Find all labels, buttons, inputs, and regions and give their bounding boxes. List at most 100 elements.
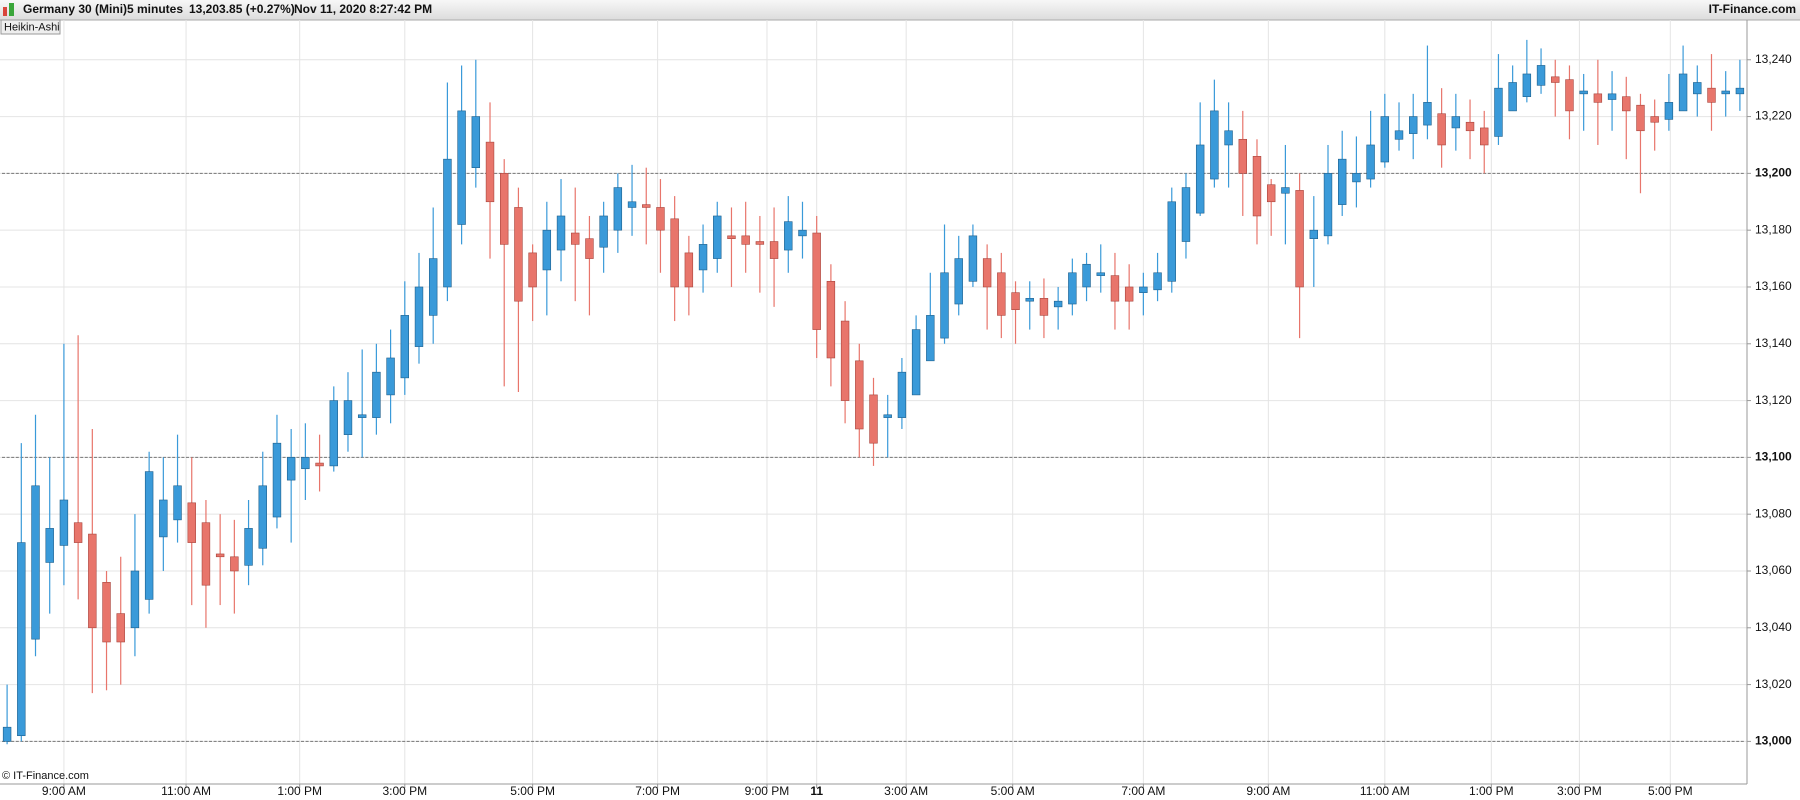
- logo-icon: [3, 3, 14, 16]
- x-tick-label: 9:00 PM: [745, 784, 790, 798]
- header-bar: [0, 0, 1800, 20]
- candle-body: [1139, 286, 1148, 293]
- candle-body: [443, 158, 452, 288]
- y-tick-label: 13,040: [1755, 620, 1792, 634]
- candle-body: [585, 238, 594, 259]
- x-tick-label: 7:00 PM: [635, 784, 680, 798]
- candle-body: [684, 252, 694, 288]
- candle-body: [386, 357, 395, 396]
- candle-body: [1266, 184, 1276, 203]
- y-tick-label: 13,180: [1755, 222, 1792, 236]
- candle-body: [1394, 130, 1404, 140]
- y-tick-label: 13,240: [1755, 52, 1792, 66]
- candle-body: [215, 553, 225, 558]
- candle-body: [471, 116, 481, 168]
- candle-body: [997, 272, 1006, 316]
- x-tick-label: 1:00 PM: [277, 784, 322, 798]
- timestamp: Nov 11, 2020 8:27:42 PM: [294, 2, 432, 16]
- candle-body: [1011, 292, 1020, 310]
- candle-body: [613, 187, 623, 231]
- candle-body: [968, 235, 978, 282]
- candle-body: [2, 726, 12, 742]
- candle-body: [45, 528, 54, 563]
- candle-body: [1423, 102, 1432, 126]
- candle-body: [1181, 187, 1191, 242]
- candle-body: [1082, 263, 1091, 288]
- y-tick-label: 13,120: [1755, 393, 1792, 407]
- y-tick-label: 13,160: [1755, 279, 1792, 293]
- candle-body: [1536, 65, 1546, 86]
- x-tick-label: 5:00 AM: [991, 784, 1035, 798]
- candle-body: [528, 252, 537, 288]
- chart-label-box: [0, 19, 61, 35]
- x-tick-label: 9:00 AM: [42, 784, 86, 798]
- candle-body: [1309, 229, 1319, 239]
- candle-body: [17, 542, 26, 737]
- candle-body: [1195, 144, 1205, 214]
- candle-body: [883, 414, 892, 418]
- x-tick-label: 11: [810, 784, 823, 798]
- candle-body: [1409, 116, 1418, 134]
- candle-body: [1053, 300, 1063, 308]
- candle-body: [940, 272, 949, 339]
- y-tick-label: 13,020: [1755, 677, 1792, 691]
- candle-body: [357, 414, 367, 418]
- candle-body: [315, 462, 324, 467]
- candle-body: [1607, 93, 1617, 100]
- candle-body: [954, 258, 963, 305]
- candle-body: [1295, 190, 1304, 288]
- candle-body: [1650, 116, 1659, 123]
- footer: © IT-Finance.com: [2, 770, 89, 782]
- candle-body: [769, 241, 779, 259]
- candle-body: [31, 485, 40, 640]
- candle-body: [1565, 79, 1574, 112]
- candle-body: [1593, 93, 1603, 103]
- candle-body: [727, 235, 736, 239]
- x-tick-label: 11:00 AM: [1360, 784, 1410, 798]
- candle-body: [1551, 76, 1560, 83]
- x-tick-label: 1:00 PM: [1469, 784, 1514, 798]
- candle-body: [343, 400, 353, 435]
- candle-body: [1124, 286, 1134, 302]
- candle-body: [500, 173, 509, 245]
- candle-body: [826, 280, 836, 359]
- x-tick-label: 9:00 AM: [1246, 784, 1290, 798]
- candle-body: [1025, 298, 1034, 302]
- candle-body: [1508, 82, 1517, 112]
- candle-body: [571, 232, 580, 245]
- candle-body: [1096, 272, 1105, 276]
- candle-body: [1281, 187, 1290, 194]
- candle-body: [1735, 87, 1745, 95]
- candle-body: [286, 457, 296, 481]
- candle-body: [1678, 73, 1688, 112]
- chart-label: Heikin-Ashi: [4, 21, 60, 33]
- candle-body: [1707, 87, 1716, 103]
- y-tick-label: 13,200: [1755, 166, 1792, 180]
- candle-body: [59, 499, 69, 546]
- candle-body: [670, 218, 679, 288]
- candle-body: [1338, 158, 1347, 205]
- candle-body: [1721, 90, 1730, 95]
- interval: 5 minutes: [127, 2, 183, 16]
- candle-body: [1522, 73, 1532, 97]
- candle-body: [1068, 272, 1077, 305]
- x-tick-label: 7:00 AM: [1121, 784, 1165, 798]
- candle-body: [230, 556, 239, 572]
- candle-body: [116, 613, 125, 643]
- candle-body: [187, 502, 196, 543]
- candle-body: [926, 315, 935, 362]
- candle-body: [1465, 121, 1475, 132]
- x-tick-label: 3:00 AM: [884, 784, 928, 798]
- candle-body: [1664, 102, 1674, 120]
- candle-body: [258, 485, 267, 549]
- candle-body: [1636, 104, 1645, 132]
- x-tick-label: 5:00 PM: [510, 784, 555, 798]
- candle-body: [372, 371, 381, 418]
- candle-body: [301, 457, 310, 470]
- candle-body: [88, 533, 97, 629]
- quote: 13,203.85 (+0.27%): [189, 2, 295, 16]
- candle-body: [812, 232, 821, 330]
- candle-body: [1252, 156, 1262, 217]
- candle-body: [556, 215, 566, 251]
